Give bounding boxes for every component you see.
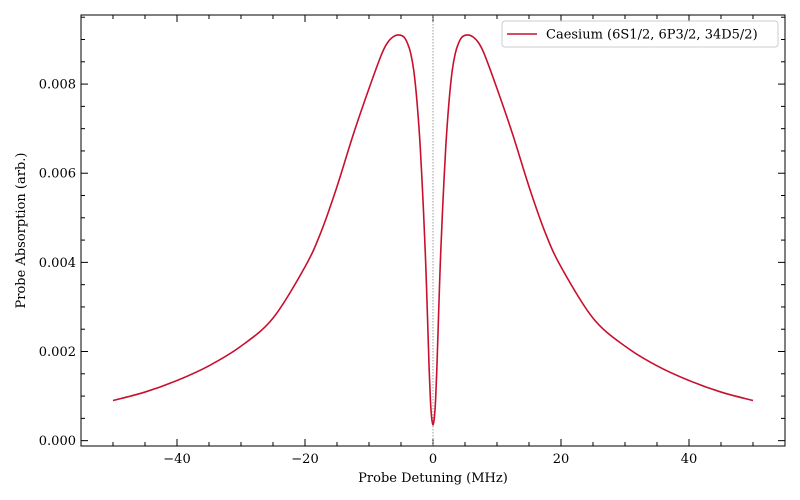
series-line	[112, 34, 754, 426]
y-tick-label: 0.004	[39, 256, 76, 271]
y-tick-label: 0.008	[39, 78, 76, 93]
x-tick-label: 0	[429, 452, 437, 467]
y-tick-label: 0.000	[39, 434, 76, 449]
x-tick-label: 20	[553, 452, 570, 467]
y-axis-label: Probe Absorption (arb.)	[14, 153, 29, 309]
x-tick-label: −40	[163, 452, 190, 467]
y-tick-label: 0.002	[39, 345, 76, 360]
x-axis-label: Probe Detuning (MHz)	[358, 471, 508, 486]
legend-label: Caesium (6S1/2, 6P3/2, 34D5/2)	[546, 28, 758, 43]
legend-box	[501, 20, 779, 48]
ticks-layer: −40 −20 0 20 40 0.000 0.002 0.004 0.006 0.008	[39, 15, 786, 467]
y-tick-label: 0.006	[39, 167, 76, 182]
x-tick-label: −20	[291, 452, 318, 467]
plot-frame	[80, 14, 786, 447]
legend: Caesium (6S1/2, 6P3/2, 34D5/2)	[501, 20, 779, 48]
x-tick-label: 40	[681, 452, 698, 467]
